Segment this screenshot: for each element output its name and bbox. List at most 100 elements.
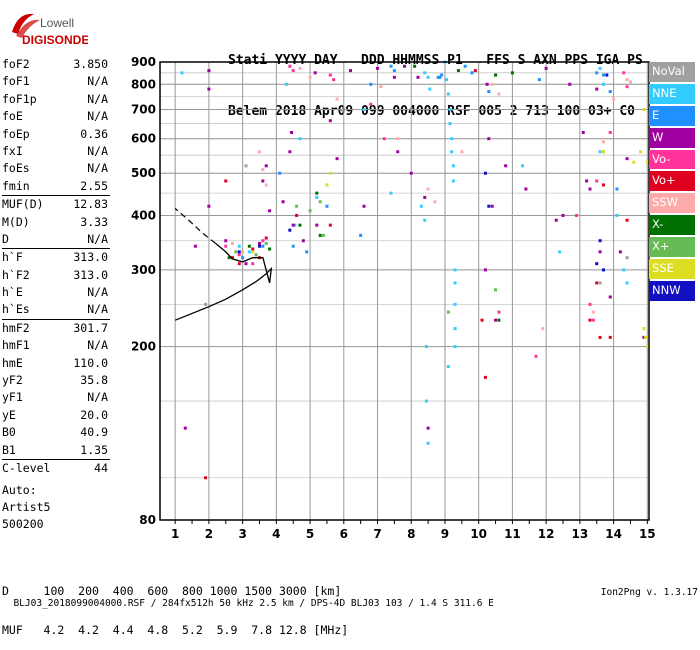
- parameter-name: h`Es: [2, 302, 30, 317]
- parameter-value: 20.0: [80, 407, 108, 422]
- parameter-name: MUF(D): [2, 197, 44, 212]
- echo-point: [244, 262, 248, 266]
- echo-point: [359, 233, 363, 237]
- echo-point: [298, 223, 302, 227]
- y-tick-label: 80: [139, 513, 156, 527]
- parameter-value: 0.36: [80, 126, 108, 141]
- x-tick-label: 7: [373, 527, 381, 541]
- echo-point: [392, 69, 396, 73]
- echo-point: [645, 160, 649, 164]
- echo-point: [453, 345, 457, 349]
- echo-point: [332, 78, 336, 82]
- echo-point: [450, 150, 454, 154]
- echo-point: [392, 75, 396, 79]
- echo-point: [308, 75, 312, 79]
- echo-point: [424, 345, 428, 349]
- parameter-row: yF1 N/A: [2, 389, 110, 406]
- echo-point: [247, 250, 251, 254]
- echo-point: [318, 200, 322, 204]
- echo-point: [291, 244, 295, 248]
- echo-point: [463, 64, 467, 68]
- echo-point: [423, 195, 427, 199]
- echo-point: [588, 318, 592, 322]
- echo-point: [453, 302, 457, 306]
- parameter-row: foE N/A: [2, 108, 110, 125]
- echo-point: [257, 241, 261, 245]
- echo-point: [193, 244, 197, 248]
- echo-point: [601, 183, 605, 187]
- echo-point: [598, 239, 602, 243]
- echo-point: [601, 73, 605, 77]
- echo-point: [622, 71, 626, 75]
- x-tick-label: 4: [272, 527, 280, 541]
- echo-point: [389, 191, 393, 195]
- echo-point: [234, 250, 238, 254]
- echo-point: [451, 164, 455, 168]
- parameter-value: N/A: [87, 109, 108, 124]
- echo-point: [595, 281, 599, 285]
- echo-point: [298, 66, 302, 70]
- parameter-row: foF1p N/A: [2, 91, 110, 108]
- plot-frame: [159, 61, 650, 521]
- echo-point: [264, 164, 268, 168]
- parameter-value: 3.850: [73, 57, 108, 71]
- echo-point: [625, 85, 629, 89]
- echo-point: [426, 441, 430, 445]
- muf-frequency-row: MUF 4.2 4.2 4.4 4.8 5.2 5.9 7.8 12.8 [MH…: [2, 623, 349, 637]
- echo-point: [257, 150, 261, 154]
- parameter-name: h`F2: [2, 267, 30, 282]
- parameter-separator: [2, 248, 110, 250]
- echo-point: [642, 108, 646, 112]
- header-values: Belem 2018 Apr09 099 004000 RSF 005 2 71…: [228, 104, 635, 119]
- parameter-row: h`Es N/A: [2, 301, 110, 318]
- echo-point: [328, 171, 332, 175]
- parameter-name: foF1: [2, 74, 30, 89]
- parameter-row: hmF2 301.7: [2, 320, 110, 337]
- echo-point: [544, 66, 548, 70]
- echo-point: [284, 82, 288, 86]
- parameter-name: fmin: [2, 178, 30, 193]
- echo-point: [598, 250, 602, 254]
- echo-point: [261, 239, 265, 243]
- parameter-value: N/A: [87, 285, 108, 300]
- parameter-value: 301.7: [73, 320, 108, 335]
- echo-point: [632, 160, 636, 164]
- echo-point: [483, 268, 487, 272]
- echo-point: [180, 71, 184, 75]
- station-header: Stati YYYY DAY DDD HHMMSS P1 FFS S AXN P…: [228, 18, 643, 137]
- footer: BLJ03_2018099004000.RSF / 284fx512h 50 k…: [2, 587, 698, 620]
- auto-version: 500200: [2, 517, 44, 531]
- parameters-panel: foF2 3.850 foF1 N/A foF1p N/A foE N/A foEp 0.36 fx…: [2, 56, 110, 477]
- parameter-value: 44: [94, 460, 108, 475]
- parameter-row: h`E N/A: [2, 284, 110, 301]
- y-tick-label: 500: [131, 166, 156, 180]
- parameter-name: yF1: [2, 390, 23, 405]
- y-tick-label: 300: [131, 263, 156, 277]
- parameter-value: 1.35: [80, 442, 108, 457]
- parameter-separator: [2, 458, 110, 460]
- echo-point: [480, 318, 484, 322]
- echo-point: [574, 213, 578, 217]
- parameter-value: 12.83: [73, 197, 108, 212]
- echo-point: [601, 150, 605, 154]
- echo-point: [568, 82, 572, 86]
- echo-point: [639, 150, 643, 154]
- echo-point: [264, 183, 268, 187]
- ionogram-plot: 1 2 3 4 5 6 7 8 9 10 11 12 13 14 158020030040050060070…: [131, 55, 656, 541]
- echo-point: [291, 69, 295, 73]
- echo-point: [490, 204, 494, 208]
- echo-point: [315, 195, 319, 199]
- x-tick-label: 15: [639, 527, 656, 541]
- parameter-name: yF2: [2, 373, 23, 388]
- logo-line1: Lowell: [40, 16, 74, 30]
- parameter-value: 35.8: [80, 373, 108, 388]
- autoscaling-info: Auto: Artist5 500200: [2, 482, 50, 533]
- parameter-row: hmE 110.0: [2, 355, 110, 372]
- echo-point: [278, 171, 282, 175]
- header-labels: Stati YYYY DAY DDD HHMMSS P1 FFS S AXN P…: [228, 53, 643, 68]
- echo-point: [369, 102, 373, 106]
- echo-point: [325, 183, 329, 187]
- echo-point: [396, 137, 400, 141]
- echo-point: [588, 302, 592, 306]
- x-tick-label: 13: [572, 527, 589, 541]
